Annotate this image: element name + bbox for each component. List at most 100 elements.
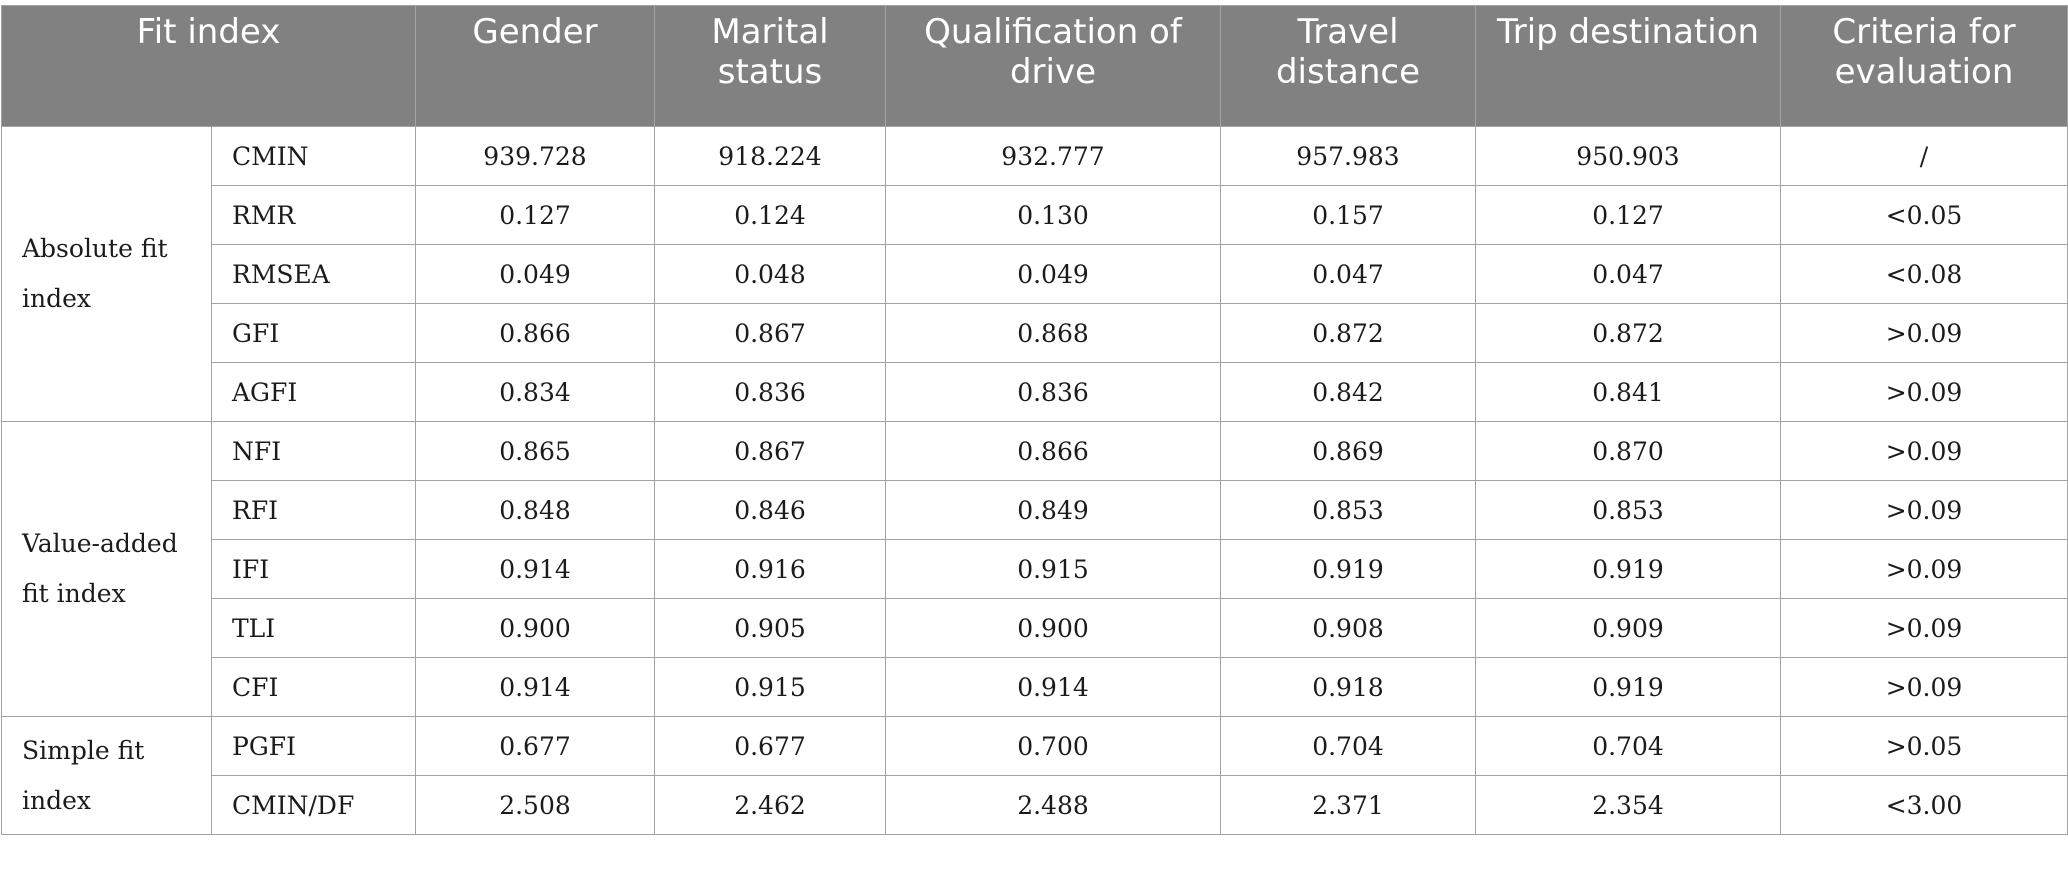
- value-qualification-of-drive: 0.049: [885, 244, 1221, 304]
- value-marital-status: 0.846: [654, 480, 886, 540]
- value-gender: 0.900: [415, 598, 655, 658]
- value-trip-destination: 0.870: [1475, 421, 1781, 481]
- table-row: IFI 0.914 0.916 0.915 0.919 0.919 >0.09: [2, 539, 2068, 599]
- value-marital-status: 0.677: [654, 716, 886, 776]
- index-name: AGFI: [211, 362, 416, 422]
- value-gender: 0.865: [415, 421, 655, 481]
- value-travel-distance: 957.983: [1220, 126, 1476, 186]
- index-name: RMSEA: [211, 244, 416, 304]
- header-criteria-for-evaluation: Criteria for evaluation: [1780, 5, 2068, 127]
- value-travel-distance: 0.842: [1220, 362, 1476, 422]
- value-marital-status: 0.905: [654, 598, 886, 658]
- value-qualification-of-drive: 0.836: [885, 362, 1221, 422]
- value-gender: 0.049: [415, 244, 655, 304]
- criteria-value: >0.05: [1780, 716, 2068, 776]
- value-qualification-of-drive: 0.849: [885, 480, 1221, 540]
- value-trip-destination: 0.853: [1475, 480, 1781, 540]
- value-travel-distance: 0.919: [1220, 539, 1476, 599]
- value-trip-destination: 0.704: [1475, 716, 1781, 776]
- value-travel-distance: 2.371: [1220, 775, 1476, 835]
- table-row: TLI 0.900 0.905 0.900 0.908 0.909 >0.09: [2, 598, 2068, 658]
- value-marital-status: 0.867: [654, 421, 886, 481]
- header-row: Fit index Gender Marital status Qualific…: [1, 5, 2068, 127]
- value-marital-status: 0.916: [654, 539, 886, 599]
- value-marital-status: 0.915: [654, 657, 886, 717]
- table-row: CFI 0.914 0.915 0.914 0.918 0.919 >0.09: [2, 657, 2068, 717]
- value-gender: 2.508: [415, 775, 655, 835]
- index-name: CMIN/DF: [211, 775, 416, 835]
- value-gender: 0.848: [415, 480, 655, 540]
- group-label: Value-added fit index: [1, 421, 212, 717]
- value-trip-destination: 0.127: [1475, 185, 1781, 245]
- criteria-value: >0.09: [1780, 480, 2068, 540]
- value-qualification-of-drive: 0.130: [885, 185, 1221, 245]
- value-qualification-of-drive: 0.866: [885, 421, 1221, 481]
- value-marital-status: 2.462: [654, 775, 886, 835]
- table-row: Value-added fit index NFI 0.865 0.867 0.…: [1, 421, 2068, 717]
- value-marital-status: 918.224: [654, 126, 886, 186]
- value-trip-destination: 2.354: [1475, 775, 1781, 835]
- header-qualification-of-drive: Qualification of drive: [885, 5, 1221, 127]
- value-gender: 0.834: [415, 362, 655, 422]
- value-trip-destination: 0.919: [1475, 657, 1781, 717]
- value-gender: 0.914: [415, 539, 655, 599]
- value-trip-destination: 0.047: [1475, 244, 1781, 304]
- criteria-value: >0.09: [1780, 539, 2068, 599]
- header-marital-status: Marital status: [654, 5, 886, 127]
- index-name: GFI: [211, 303, 416, 363]
- value-trip-destination: 0.909: [1475, 598, 1781, 658]
- value-marital-status: 0.048: [654, 244, 886, 304]
- index-name: CMIN: [211, 126, 416, 186]
- index-name: RFI: [211, 480, 416, 540]
- table-row: AGFI 0.834 0.836 0.836 0.842 0.841 >0.09: [2, 362, 2068, 422]
- table-row: Simple fit index PGFI 0.677 0.677 0.700 …: [1, 716, 2068, 835]
- value-qualification-of-drive: 932.777: [885, 126, 1221, 186]
- table-row: CMIN/DF 2.508 2.462 2.488 2.371 2.354 <3…: [2, 775, 2068, 835]
- index-name: TLI: [211, 598, 416, 658]
- value-travel-distance: 0.704: [1220, 716, 1476, 776]
- criteria-value: <3.00: [1780, 775, 2068, 835]
- index-name: CFI: [211, 657, 416, 717]
- header-trip-destination: Trip destination: [1475, 5, 1781, 127]
- value-qualification-of-drive: 0.868: [885, 303, 1221, 363]
- index-name: IFI: [211, 539, 416, 599]
- value-gender: 0.677: [415, 716, 655, 776]
- value-trip-destination: 950.903: [1475, 126, 1781, 186]
- criteria-value: <0.08: [1780, 244, 2068, 304]
- value-qualification-of-drive: 0.915: [885, 539, 1221, 599]
- value-marital-status: 0.867: [654, 303, 886, 363]
- value-qualification-of-drive: 0.914: [885, 657, 1221, 717]
- group-label: Simple fit index: [1, 716, 212, 835]
- value-travel-distance: 0.047: [1220, 244, 1476, 304]
- value-marital-status: 0.124: [654, 185, 886, 245]
- header-gender: Gender: [415, 5, 655, 127]
- value-travel-distance: 0.157: [1220, 185, 1476, 245]
- value-travel-distance: 0.908: [1220, 598, 1476, 658]
- value-trip-destination: 0.919: [1475, 539, 1781, 599]
- value-qualification-of-drive: 2.488: [885, 775, 1221, 835]
- index-name: RMR: [211, 185, 416, 245]
- criteria-value: /: [1780, 126, 2068, 186]
- value-trip-destination: 0.841: [1475, 362, 1781, 422]
- criteria-value: >0.09: [1780, 303, 2068, 363]
- value-gender: 939.728: [415, 126, 655, 186]
- criteria-value: >0.09: [1780, 362, 2068, 422]
- criteria-value: <0.05: [1780, 185, 2068, 245]
- header-fit-index: Fit index: [1, 5, 416, 127]
- value-travel-distance: 0.869: [1220, 421, 1476, 481]
- index-name: PGFI: [211, 716, 416, 776]
- criteria-value: >0.09: [1780, 421, 2068, 481]
- table-row: RFI 0.848 0.846 0.849 0.853 0.853 >0.09: [2, 480, 2068, 540]
- criteria-value: >0.09: [1780, 598, 2068, 658]
- table-row: GFI 0.866 0.867 0.868 0.872 0.872 >0.09: [2, 303, 2068, 363]
- value-qualification-of-drive: 0.700: [885, 716, 1221, 776]
- header-travel-distance: Travel distance: [1220, 5, 1476, 127]
- value-travel-distance: 0.918: [1220, 657, 1476, 717]
- value-gender: 0.914: [415, 657, 655, 717]
- group-label: Absolute fit index: [1, 126, 212, 422]
- fit-index-table: Fit index Gender Marital status Qualific…: [1, 5, 2068, 835]
- index-name: NFI: [211, 421, 416, 481]
- value-travel-distance: 0.853: [1220, 480, 1476, 540]
- table-row: RMR 0.127 0.124 0.130 0.157 0.127 <0.05: [2, 185, 2068, 245]
- value-qualification-of-drive: 0.900: [885, 598, 1221, 658]
